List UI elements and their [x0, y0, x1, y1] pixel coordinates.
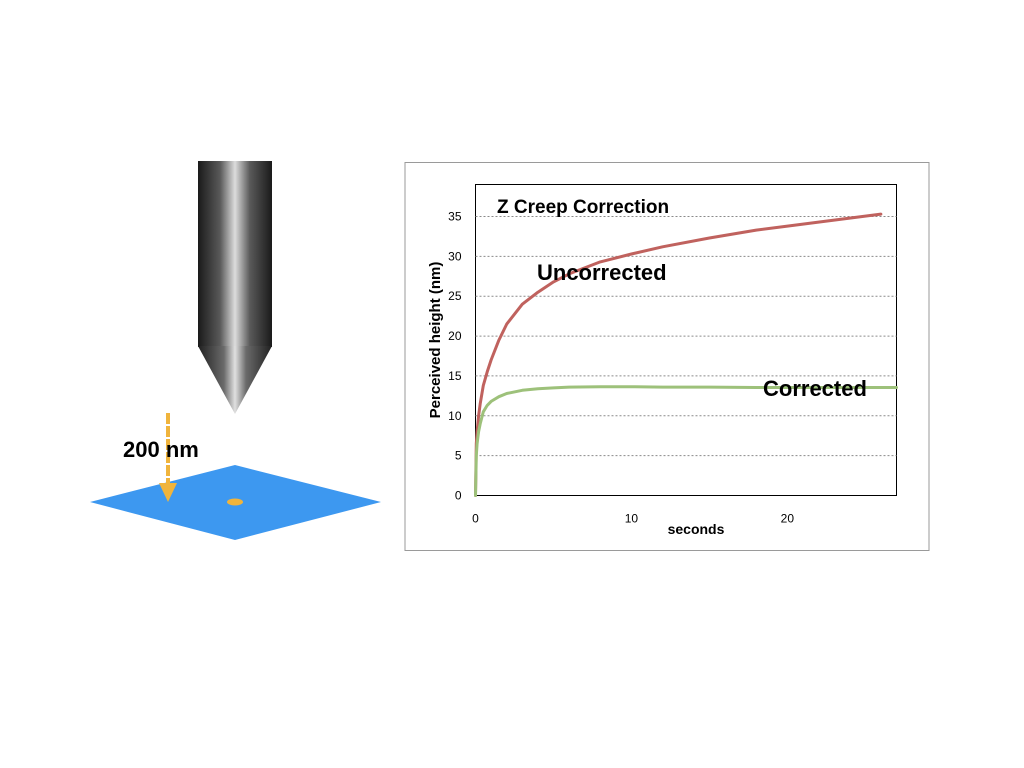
series-label-corrected: Corrected	[763, 376, 867, 401]
probe-point	[198, 346, 272, 414]
down-arrow-icon	[159, 413, 177, 502]
arrow-head	[159, 483, 177, 502]
y-tick-label: 35	[448, 210, 462, 224]
afm-probe-tip-icon	[198, 161, 272, 414]
probe-shaft	[198, 161, 272, 347]
y-axis-ticks: 0 5 10 15 20 25 30 35	[448, 210, 462, 503]
y-tick-label: 10	[448, 409, 462, 423]
y-tick-label: 30	[448, 249, 462, 263]
y-tick-label: 15	[448, 369, 462, 383]
y-tick-label: 5	[455, 449, 462, 463]
depth-label: 200 nm	[123, 437, 199, 462]
x-tick-label: 20	[781, 512, 795, 526]
series-line-corrected	[474, 385, 898, 497]
x-tick-label: 10	[625, 512, 639, 526]
x-tick-label: 0	[472, 512, 479, 526]
sample-particle	[227, 498, 243, 506]
series-label-uncorrected: Uncorrected	[537, 260, 667, 285]
series-line-uncorrected	[474, 212, 883, 497]
chart-title: Z Creep Correction	[497, 197, 669, 218]
x-axis-ticks: 0 10 20	[472, 512, 794, 526]
y-tick-label: 0	[455, 489, 462, 503]
x-axis-title: seconds	[668, 521, 725, 537]
y-axis-title: Perceived height (nm)	[427, 262, 444, 419]
y-tick-label: 20	[448, 329, 462, 343]
series-lines	[474, 212, 898, 497]
sample-surface-icon	[90, 465, 381, 540]
plot-area	[475, 184, 897, 496]
y-tick-label: 25	[448, 289, 462, 303]
